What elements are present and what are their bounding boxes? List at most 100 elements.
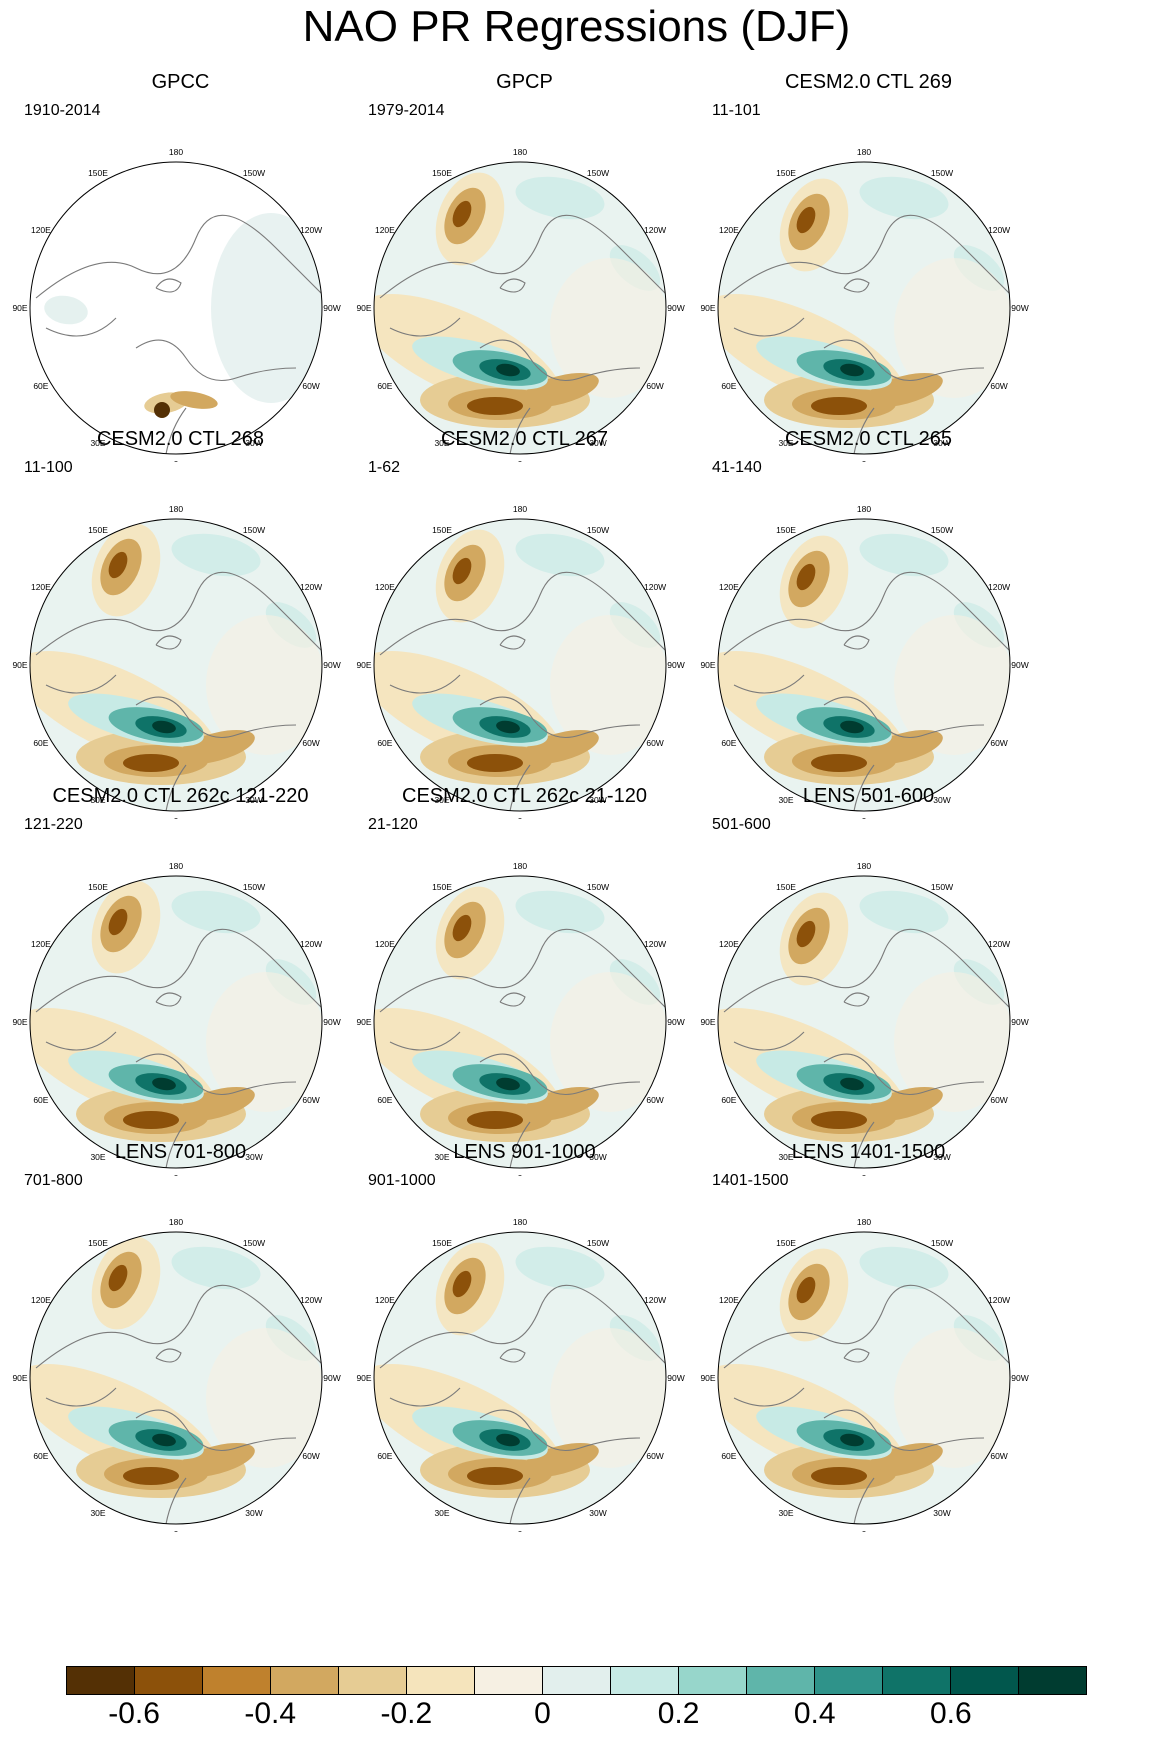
anomaly-region [796, 563, 816, 591]
map-panel: LENS 901-1000 901-1000 180 150E 120E 90E 60E 30… [334, 1140, 715, 1532]
anomaly-region [859, 890, 949, 934]
coastline [35, 571, 322, 811]
longitude-label: 0 [862, 459, 867, 462]
map-border [373, 875, 667, 1169]
polar-map: 180 150E 120E 90E 60E 30E 0 30W 60W 90W 120W 150W [12, 147, 340, 462]
anomaly-region [452, 557, 472, 585]
longitude-label: 120E [31, 582, 51, 592]
longitude-label: 60W [302, 1451, 319, 1461]
longitude-label: 120E [375, 939, 395, 949]
colorbar-swatch [611, 1667, 679, 1694]
colorbar-swatch [883, 1667, 951, 1694]
anomaly-region [108, 551, 128, 579]
longitude-label: 60E [721, 738, 736, 748]
anomaly-region [177, 1442, 255, 1478]
longitude-label: 120W [644, 582, 666, 592]
colorbar-swatch [679, 1667, 747, 1694]
figure-title: NAO PR Regressions (DJF) [302, 2, 851, 51]
longitude-label: 30W [245, 1152, 262, 1162]
longitude-label: 30W [933, 438, 950, 448]
longitude-label: 120W [300, 225, 322, 235]
colorbar [66, 1666, 1087, 1695]
longitude-label: 120W [988, 582, 1010, 592]
longitude-label: 150W [243, 882, 265, 892]
colorbar-swatch [747, 1667, 815, 1694]
anomaly-region [865, 372, 943, 408]
map-border [373, 161, 667, 455]
anomaly-region [123, 1467, 179, 1485]
longitude-label: 150W [587, 525, 609, 535]
longitude-label: 30E [778, 795, 793, 805]
map-border [717, 518, 1011, 812]
longitude-label: 30E [90, 795, 105, 805]
coastline [723, 928, 1010, 1168]
panel-period: 1401-1500 [712, 1172, 789, 1189]
longitude-label: 0 [518, 1529, 523, 1532]
anomaly-region [811, 1467, 867, 1485]
anomaly-region [840, 1077, 864, 1091]
longitude-label: 90E [12, 660, 27, 670]
longitude-label: 180 [169, 1217, 183, 1227]
colorbar-tick-label: -0.6 [108, 1697, 160, 1730]
anomaly-region [515, 890, 605, 934]
longitude-label: 90W [667, 660, 684, 670]
colorbar-tick-label: 0.2 [657, 1697, 700, 1730]
longitude-label: 150E [776, 882, 796, 892]
anomaly-region [467, 397, 523, 415]
anomaly-region [865, 1086, 943, 1122]
panel-title: LENS 901-1000 [453, 1141, 596, 1163]
anomaly-region [550, 1328, 666, 1468]
longitude-label: 90E [700, 1373, 715, 1383]
longitude-label: 150E [88, 168, 108, 178]
colorbar-tick-label: 0.6 [930, 1697, 972, 1730]
longitude-label: 120W [988, 1295, 1010, 1305]
longitude-label: 60W [990, 738, 1007, 748]
longitude-label: 90W [667, 1017, 684, 1027]
polar-map: 180 150E 120E 90E 60E 30E 0 30W 60W 90W 120W 150W [356, 1217, 684, 1532]
anomaly-region [206, 1328, 322, 1468]
anomaly-region [123, 1111, 179, 1129]
coastline [379, 214, 666, 454]
longitude-label: 0 [518, 816, 523, 819]
longitude-label: 90W [1011, 1017, 1028, 1027]
anomaly-region [515, 533, 605, 577]
longitude-label: 120W [644, 1295, 666, 1305]
field-layer [374, 876, 666, 1168]
map-panel: CESM2.0 CTL 262c 121-220 121-220 180 150E 12… [0, 784, 371, 1176]
longitude-label: 30E [434, 1508, 449, 1518]
anomaly-region [206, 615, 322, 755]
longitude-label: 120E [375, 1295, 395, 1305]
longitude-label: 60E [377, 1451, 392, 1461]
longitude-label: 30W [589, 438, 606, 448]
field-layer [30, 876, 322, 1168]
longitude-label: 30E [434, 795, 449, 805]
anomaly-region [894, 972, 1010, 1112]
longitude-label: 120W [300, 582, 322, 592]
longitude-label: 120E [719, 1295, 739, 1305]
longitude-label: 60W [646, 1451, 663, 1461]
longitude-label: 120W [988, 225, 1010, 235]
panel-period: 901-1000 [368, 1172, 436, 1189]
longitude-label: 150E [776, 168, 796, 178]
longitude-label: 60W [646, 381, 663, 391]
anomaly-region [467, 1111, 523, 1129]
longitude-label: 60W [302, 381, 319, 391]
longitude-label: 120E [719, 582, 739, 592]
polar-map: 180 150E 120E 90E 60E 30E 0 30W 60W 90W 120W 150W [356, 504, 684, 819]
anomaly-region [496, 363, 520, 377]
longitude-label: 90W [323, 303, 340, 313]
coastline [379, 928, 666, 1168]
longitude-label: 60E [721, 1095, 736, 1105]
longitude-label: 150E [88, 1238, 108, 1248]
field-layer [30, 1232, 322, 1524]
field-layer [718, 519, 1010, 811]
longitude-label: 0 [518, 459, 523, 462]
longitude-label: 120W [300, 1295, 322, 1305]
colorbar-tick-label: 0 [534, 1697, 551, 1730]
longitude-label: 30E [90, 438, 105, 448]
anomaly-region [865, 729, 943, 765]
longitude-label: 150E [432, 1238, 452, 1248]
panel-period: 121-220 [24, 816, 83, 833]
longitude-label: 30E [90, 1508, 105, 1518]
longitude-label: 150W [931, 168, 953, 178]
